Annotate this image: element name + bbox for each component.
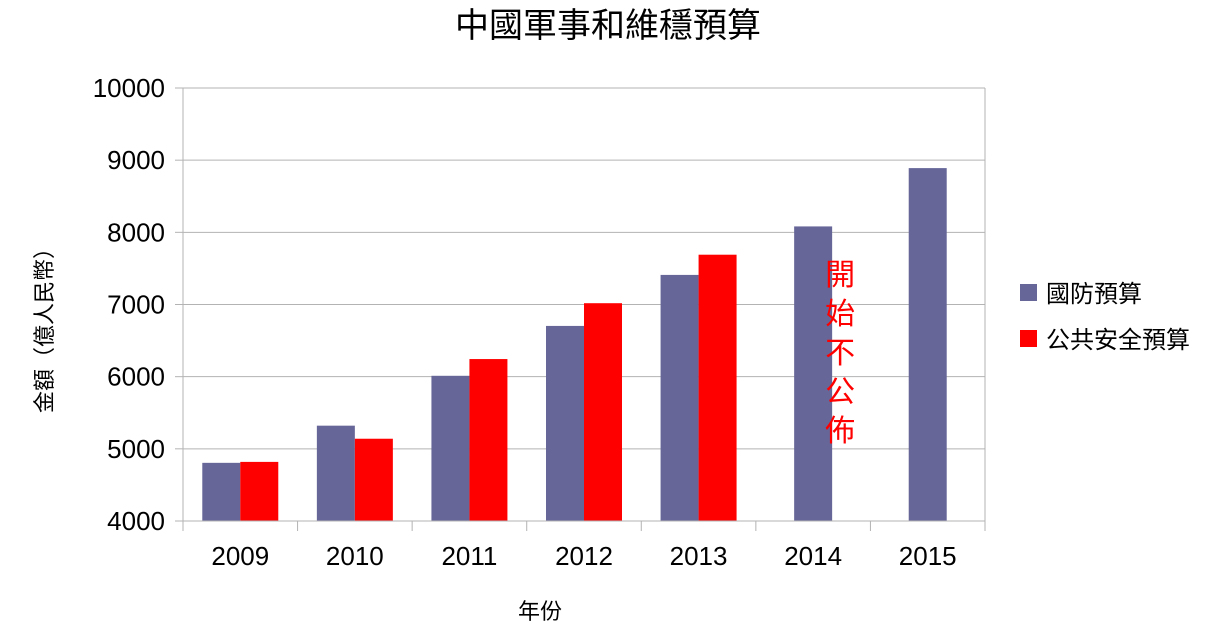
y-tick-label: 10000: [93, 73, 165, 103]
y-tick-label: 7000: [107, 290, 165, 320]
y-tick-label: 4000: [107, 506, 165, 536]
bar-defense-2009: [202, 462, 241, 521]
bar-defense-2013: [660, 274, 699, 521]
x-tick-label: 2009: [211, 541, 269, 571]
x-tick-label: 2011: [441, 541, 497, 571]
x-tick-label: 2013: [670, 541, 728, 571]
bar-public-security-2009: [240, 461, 279, 521]
legend-label: 國防預算: [1046, 280, 1142, 308]
y-tick-label: 8000: [107, 217, 165, 247]
annotation-text: 開始不公佈: [825, 258, 855, 449]
x-tick-labels: 2009 2010 2011 2012 2013 2014 2015: [211, 541, 956, 571]
x-tick-label: 2014: [784, 541, 842, 571]
x-tick-label: 2015: [899, 541, 957, 571]
y-tick-labels: 4000 5000 6000 7000 8000 9000 10000: [93, 73, 165, 536]
chart-title: 中國軍事和維穩預算: [455, 6, 761, 46]
bar-defense-2011: [431, 375, 470, 521]
bar-public-security-2013: [698, 254, 737, 521]
y-tick-label: 5000: [107, 434, 165, 464]
x-axis-title: 年份: [518, 600, 562, 625]
bar-public-security-2012: [584, 303, 622, 521]
bar-defense-2010: [316, 425, 355, 521]
bar-defense-2015: [908, 168, 947, 522]
bars: [202, 168, 947, 522]
axes: [175, 87, 986, 531]
y-tick-label: 9000: [107, 145, 165, 175]
y-axis-title: 金額（億人民幣）: [33, 237, 58, 413]
x-tick-label: 2012: [555, 541, 613, 571]
bar-defense-2012: [546, 325, 584, 521]
bar-public-security-2010: [354, 438, 393, 521]
x-tick-label: 2010: [326, 541, 384, 571]
bar-public-security-2011: [469, 359, 508, 521]
legend-swatch: [1020, 330, 1037, 347]
y-tick-label: 6000: [107, 362, 165, 392]
annotation-not-published: 開始不公佈: [825, 258, 855, 449]
legend-swatch: [1020, 284, 1037, 301]
bar-defense-2014: [794, 226, 833, 522]
legend-label: 公共安全預算: [1046, 326, 1190, 354]
